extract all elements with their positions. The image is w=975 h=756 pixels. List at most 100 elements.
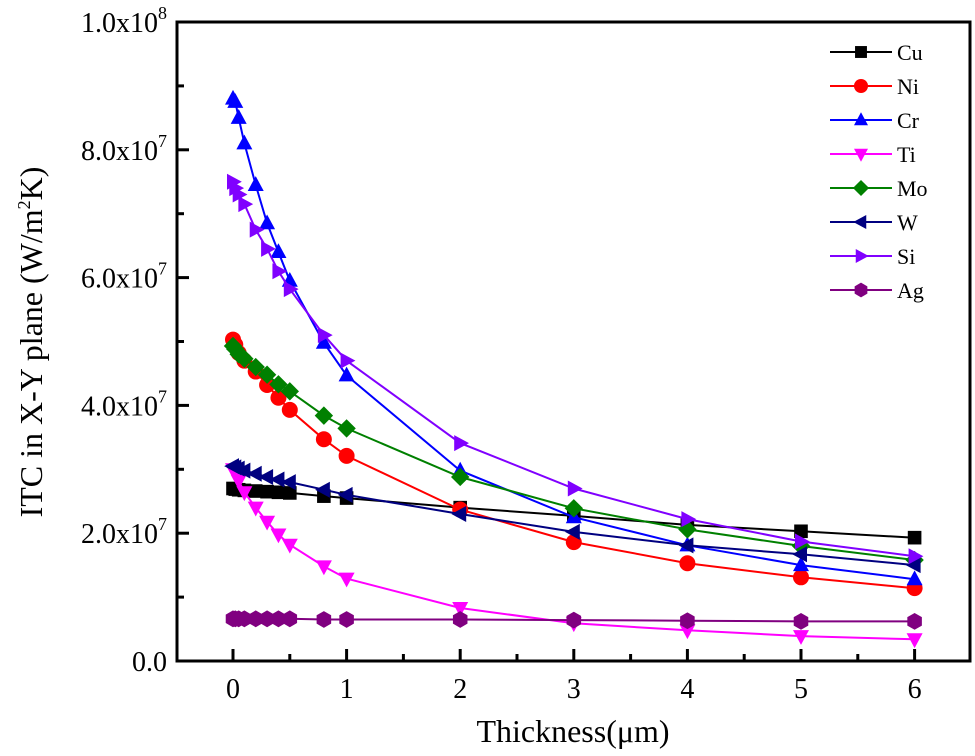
data-point <box>283 281 299 298</box>
data-point <box>340 352 356 369</box>
data-point <box>230 474 247 490</box>
data-point <box>793 630 809 645</box>
data-point <box>258 468 274 485</box>
legend-label: Mo <box>897 176 928 201</box>
data-point <box>907 530 922 545</box>
data-point <box>681 511 697 528</box>
data-point <box>238 196 254 213</box>
data-point <box>271 610 286 628</box>
legend-label: Ag <box>897 278 924 303</box>
data-point <box>227 93 244 108</box>
legend-marker <box>855 46 867 58</box>
legend-item-w: W <box>830 210 918 235</box>
data-point <box>679 624 696 640</box>
legend-label: W <box>897 210 918 235</box>
data-point <box>235 462 251 479</box>
x-axis-title: Thickness(μm) <box>476 713 669 749</box>
series-w <box>224 458 921 574</box>
data-point <box>272 263 288 280</box>
legend-marker <box>855 249 869 263</box>
x-tick-label: 6 <box>908 674 922 705</box>
data-point <box>338 572 355 588</box>
y-axis-title: ITC in X-Y plane (W/m2K) <box>13 167 49 518</box>
data-point <box>338 366 355 382</box>
legend-item-ti: Ti <box>830 142 916 167</box>
data-point <box>246 357 265 377</box>
data-point <box>257 365 277 384</box>
x-tick-label: 0 <box>226 674 240 705</box>
legend-label: Ti <box>897 142 916 167</box>
data-point <box>283 486 297 500</box>
data-point <box>232 186 248 203</box>
data-point <box>317 327 333 344</box>
y-tick-label-base: 4.0x10 <box>81 391 158 422</box>
x-tick-label: 1 <box>340 674 354 705</box>
data-point <box>315 333 332 349</box>
data-point <box>906 633 923 649</box>
legend-label: Cu <box>897 40 923 65</box>
data-point <box>452 601 469 617</box>
data-point <box>259 610 275 628</box>
data-point <box>908 548 924 565</box>
y-axis-title-end: K) <box>13 167 49 201</box>
legend-item-ni: Ni <box>830 74 919 99</box>
legend-item-si: Si <box>830 244 915 269</box>
data-point <box>906 570 923 586</box>
data-point <box>248 610 263 628</box>
data-point <box>794 524 808 539</box>
y-tick-label: 8.0x107 <box>81 131 167 167</box>
data-point <box>261 240 276 257</box>
data-point <box>793 612 809 630</box>
y-axis-title-main: ITC in X-Y plane (W/m <box>13 209 49 517</box>
data-point <box>281 538 298 554</box>
legend-label: Si <box>897 244 915 269</box>
data-point <box>337 419 356 438</box>
data-point <box>259 214 276 230</box>
x-tick-label: 5 <box>794 674 808 705</box>
y-tick-label-exponent: 7 <box>158 259 167 279</box>
y-tick-label-base: 8.0x10 <box>81 136 158 167</box>
data-point <box>236 134 253 150</box>
data-point <box>680 612 695 630</box>
data-point <box>259 515 276 531</box>
data-point <box>269 471 285 488</box>
data-point <box>793 569 809 586</box>
series-line-ni <box>232 339 915 590</box>
data-point <box>339 611 354 628</box>
data-point <box>795 533 810 550</box>
legend-marker <box>853 215 867 229</box>
legend-item-cu: Cu <box>830 40 923 65</box>
legend-marker <box>854 148 868 162</box>
data-point <box>246 465 262 482</box>
series-ti <box>225 463 923 649</box>
data-point <box>678 520 697 539</box>
data-point <box>905 557 921 574</box>
data-point <box>282 610 298 628</box>
data-point <box>792 546 807 563</box>
y-tick-label-exponent: 8 <box>158 3 167 23</box>
y-tick-label-exponent: 7 <box>158 131 167 151</box>
data-point <box>567 480 583 497</box>
y-tick-label: 0.0 <box>132 647 167 678</box>
data-point <box>451 467 470 487</box>
data-point <box>236 486 253 502</box>
y-tick-label-exponent: 7 <box>158 514 167 534</box>
x-axis: 0 1 2 3 4 5 6 <box>226 649 922 705</box>
legend: Cu Ni Cr Ti Mo W Si Ag <box>830 40 928 303</box>
data-point <box>338 447 355 464</box>
y-tick-label-base: 2.0x10 <box>81 519 158 550</box>
data-point <box>565 523 580 540</box>
legend-marker <box>854 282 868 298</box>
y-tick-label: 2.0x107 <box>81 514 167 550</box>
data-point <box>315 431 332 448</box>
legend-label: Cr <box>897 108 920 133</box>
data-point <box>281 401 298 418</box>
data-point <box>237 610 252 628</box>
x-tick-label: 2 <box>453 674 467 705</box>
data-point <box>451 506 467 523</box>
series-layer <box>223 89 924 649</box>
data-point <box>270 389 287 406</box>
x-tick-label: 3 <box>567 674 581 705</box>
y-tick-label: 6.0x107 <box>81 259 167 295</box>
